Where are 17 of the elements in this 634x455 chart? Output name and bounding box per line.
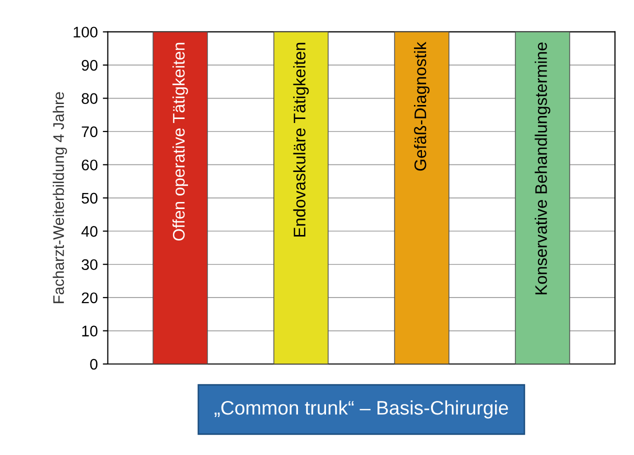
y-tick-label: 90 — [82, 60, 98, 71]
y-tick-label: 10 — [82, 326, 98, 336]
y-tick-label: 50 — [82, 192, 98, 204]
y-tick-label: 70 — [82, 126, 98, 138]
x-tick-label: Gefäß-Diagnostik — [414, 42, 430, 171]
y-tick-label: 0 — [90, 358, 98, 370]
y-tick-label: 80 — [82, 93, 98, 104]
y-tick-label: 60 — [82, 160, 98, 170]
x-tick-label: Konservative Behandlungstermine — [534, 42, 550, 294]
y-tick-label: 40 — [81, 226, 98, 237]
x-tick-label: Endovaskuläre Tätigkeiten — [293, 42, 309, 237]
y-tick-label: 20 — [82, 292, 98, 304]
x-tick-label: Offen operative Tätigkeiten — [172, 42, 188, 241]
text: „Common trunk“ – Basis-Chirurgie — [214, 400, 508, 419]
y-tick-label: 30 — [82, 259, 98, 270]
y-tick-label: 100 — [74, 26, 98, 38]
y-axis-title: Facharzt-Weiterbildung 4 Jahre — [52, 92, 68, 304]
